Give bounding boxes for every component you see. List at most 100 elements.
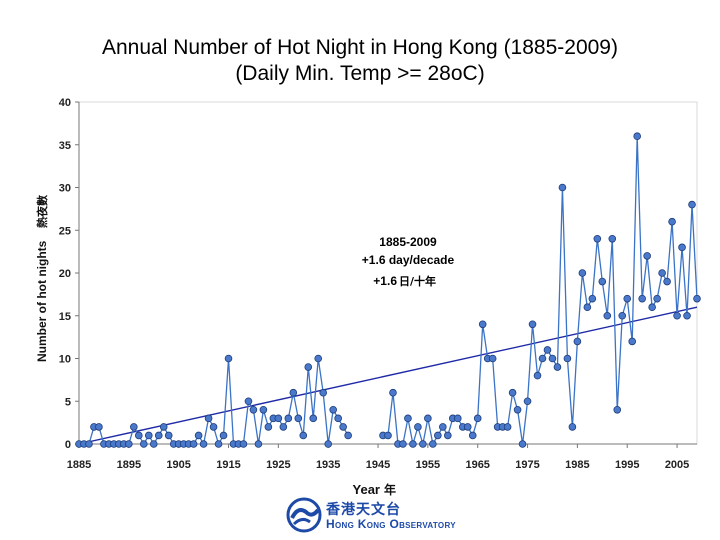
y-tick-label: 25 xyxy=(59,225,71,237)
data-point xyxy=(538,354,547,363)
data-point xyxy=(638,294,646,303)
y-tick-label: 30 xyxy=(59,183,71,195)
data-point xyxy=(603,311,612,320)
data-point xyxy=(244,397,253,406)
data-point xyxy=(553,363,562,371)
data-point xyxy=(274,414,283,423)
data-point xyxy=(334,414,342,423)
data-point xyxy=(339,423,347,431)
data-point xyxy=(623,294,632,303)
x-tick-label: 1955 xyxy=(416,459,440,471)
data-point xyxy=(593,235,602,243)
data-point xyxy=(194,431,203,440)
data-point xyxy=(598,277,607,286)
data-point xyxy=(583,303,592,312)
plot-frame xyxy=(78,101,698,445)
data-point xyxy=(135,431,143,440)
data-point xyxy=(673,311,681,320)
data-point xyxy=(523,397,532,406)
data-point xyxy=(618,311,627,320)
data-point xyxy=(294,414,303,423)
data-point xyxy=(85,440,93,448)
data-point xyxy=(309,414,318,423)
data-point xyxy=(633,132,641,141)
data-point xyxy=(149,440,158,448)
data-point xyxy=(384,431,392,440)
y-axis-label: Number of hot nights xyxy=(35,240,49,362)
hko-emblem-icon xyxy=(286,497,322,533)
x-tick-label: 1885 xyxy=(67,459,91,471)
data-point xyxy=(444,431,452,440)
y-axis-label-zh: 熱夜數 xyxy=(35,195,49,228)
data-point xyxy=(439,423,447,431)
data-point xyxy=(678,243,686,252)
annotation-rate: +1.6 day/decade xyxy=(362,253,455,267)
data-point xyxy=(424,414,432,423)
trend-line xyxy=(78,306,698,445)
data-point xyxy=(563,354,572,363)
data-point xyxy=(548,354,557,363)
logo-name-en: Hong Kong Observatory xyxy=(326,517,456,531)
data-point xyxy=(588,294,597,303)
data-point xyxy=(130,423,138,431)
x-tick-label: 2005 xyxy=(665,459,689,471)
annotation-rate-zh: 日/十年 xyxy=(399,274,436,288)
y-tick-label: 35 xyxy=(59,140,71,152)
data-point xyxy=(204,414,213,423)
data-point xyxy=(399,440,407,448)
x-tick-label: 1895 xyxy=(117,459,141,471)
x-tick-label: 1925 xyxy=(266,459,290,471)
data-point xyxy=(214,440,223,448)
data-point xyxy=(558,183,567,192)
chart-title-line1: Annual Number of Hot Night in Hong Kong … xyxy=(102,36,618,59)
data-point xyxy=(533,371,542,380)
x-tick-label: 1995 xyxy=(615,459,639,471)
x-tick-label: 1915 xyxy=(216,459,240,471)
data-point xyxy=(159,423,168,431)
data-point xyxy=(164,431,173,440)
y-tick-label: 40 xyxy=(59,97,71,109)
data-point xyxy=(473,414,482,423)
y-tick-label: 5 xyxy=(65,396,71,408)
x-tick-label: 1935 xyxy=(316,459,340,471)
x-tick-label: 1975 xyxy=(515,459,539,471)
data-point xyxy=(648,303,656,312)
data-point xyxy=(314,354,323,363)
data-point xyxy=(279,423,288,431)
data-point xyxy=(304,363,313,371)
data-point xyxy=(478,320,487,329)
data-point xyxy=(189,440,198,448)
y-tick-label: 20 xyxy=(59,268,71,280)
data-point xyxy=(209,423,218,431)
data-point xyxy=(568,423,577,431)
data-point xyxy=(289,388,298,397)
data-point xyxy=(224,354,233,363)
data-point xyxy=(434,431,442,440)
data-point xyxy=(144,431,153,440)
data-point xyxy=(319,388,328,397)
data-point xyxy=(653,294,661,303)
hko-logo: 香港天文台 Hong Kong Observatory xyxy=(286,496,486,536)
data-point xyxy=(419,440,427,448)
data-point xyxy=(453,414,462,423)
chart-title-line2: (Daily Min. Temp >= 28oC) xyxy=(235,62,485,85)
x-axis-label-zh: 年 xyxy=(384,482,396,497)
y-tick-label: 0 xyxy=(65,439,71,451)
x-tick-label: 1945 xyxy=(366,459,390,471)
data-point xyxy=(389,388,397,397)
annotation-rate-value: +1.6 xyxy=(373,274,397,288)
x-tick-label: 1985 xyxy=(565,459,589,471)
data-point xyxy=(573,337,582,346)
data-point xyxy=(264,423,273,431)
data-point xyxy=(513,405,522,414)
data-point xyxy=(488,354,497,363)
data-point xyxy=(683,311,691,320)
data-point xyxy=(239,440,248,448)
y-tick-label: 15 xyxy=(59,311,71,323)
data-point xyxy=(693,294,701,303)
data-point xyxy=(299,431,308,440)
data-point xyxy=(199,440,208,448)
data-point xyxy=(528,320,537,329)
data-point xyxy=(608,235,617,243)
